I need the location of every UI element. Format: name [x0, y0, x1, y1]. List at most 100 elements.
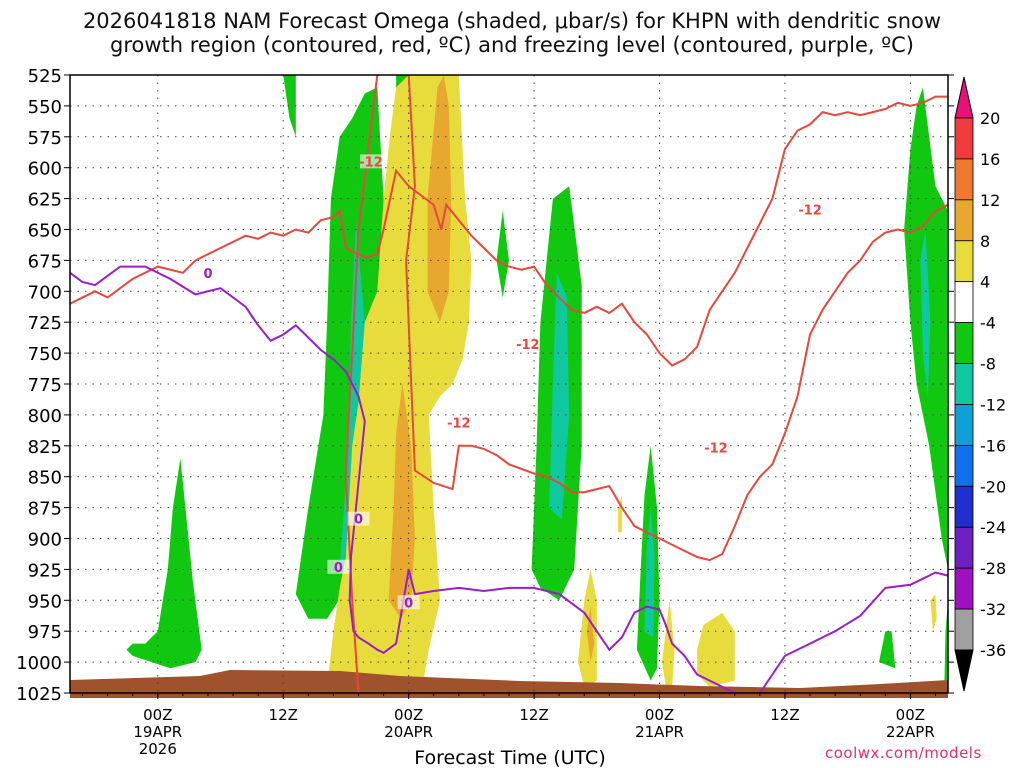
dgz-label-2-bg: [799, 202, 822, 217]
x-tick-label-30-0: 12Z: [519, 706, 548, 724]
y-tick-label-800: 800: [28, 406, 62, 427]
dgz-label-4: -12: [447, 416, 471, 431]
x-tick-label-10-0: 12Z: [269, 706, 298, 724]
colorbar-label--8: -8: [980, 355, 996, 374]
colorbar-label-4: 4: [980, 273, 990, 292]
freezing-level-contour-right: [759, 571, 949, 694]
omega-shade-5: [496, 211, 509, 298]
freezing-label-3-bg: [327, 559, 350, 574]
colorbar-label--32: -32: [980, 600, 1006, 619]
colorbar-swatch-1: [954, 117, 974, 160]
dgz-upper-contour: [69, 95, 948, 367]
omega-shade-7: [549, 272, 570, 520]
colorbar-label--36: -36: [980, 641, 1006, 660]
colorbar-label--12: -12: [980, 395, 1006, 414]
colorbar-swatch-11: [954, 526, 974, 569]
y-tick-label-750: 750: [28, 344, 62, 365]
y-tick-label-975: 975: [28, 622, 62, 643]
y-tick-label-925: 925: [28, 560, 62, 581]
colorbar-swatch-8: [954, 404, 974, 446]
omega-shade-12: [920, 229, 931, 397]
colorbar-label--20: -20: [980, 477, 1006, 496]
freezing-level-contour: [69, 265, 736, 694]
dgz-label-1: -12: [359, 155, 383, 170]
colorbar-label-16: 16: [980, 150, 1000, 169]
dgz-label-3-bg: [516, 336, 539, 351]
y-tick-label-875: 875: [28, 499, 62, 520]
omega-shade-20: [662, 600, 675, 687]
freezing-label-3: 0: [334, 561, 343, 576]
colorbar-swatch-9: [954, 444, 974, 487]
y-tick-label-1000: 1000: [16, 653, 62, 674]
y-tick-label-1025: 1025: [16, 684, 62, 705]
x-tick-label-0-1: 19APR: [133, 723, 182, 741]
dgz-label-2: -12: [798, 204, 822, 219]
colorbar-bottom-arrow: [954, 649, 974, 692]
x-tick-label-50-0: 12Z: [770, 706, 799, 724]
dgz-label-5: -12: [704, 442, 728, 457]
y-tick-label-600: 600: [28, 159, 62, 180]
x-tick-label-60-0: 00Z: [896, 706, 925, 724]
y-tick-label-850: 850: [28, 468, 62, 489]
colorbar-swatch-3: [954, 199, 974, 242]
y-tick-label-775: 775: [28, 375, 62, 396]
omega-shade-0: [126, 458, 202, 669]
chart-title-line1: 2026041818 NAM Forecast Omega (shaded, μ…: [82, 9, 942, 33]
omega-shade-10: [879, 631, 896, 669]
omega-shade-21: [697, 612, 735, 687]
freezing-label-2-bg: [347, 511, 370, 526]
colorbar-swatch-12: [954, 567, 974, 610]
colorbar-label--4: -4: [980, 314, 996, 333]
y-tick-label-550: 550: [28, 97, 62, 118]
x-tick-label-0-0: 00Z: [143, 706, 172, 724]
colorbar-label--24: -24: [980, 518, 1006, 537]
y-tick-label-675: 675: [28, 251, 62, 272]
x-axis-label: Forecast Time (UTC): [414, 747, 605, 768]
y-tick-label-625: 625: [28, 190, 62, 211]
chart-title-line2: growth region (contoured, red, ºC) and f…: [110, 33, 914, 57]
omega-shade-1: [283, 75, 296, 137]
y-tick-label-700: 700: [28, 282, 62, 303]
dgz-label-5-bg: [704, 440, 727, 455]
omega-shade-22: [930, 594, 937, 632]
colorbar-swatch-7: [954, 363, 974, 405]
omega-shade-9: [644, 507, 655, 638]
y-tick-label-725: 725: [28, 313, 62, 334]
x-tick-label-20-1: 20APR: [384, 723, 433, 741]
plot-frame: [69, 74, 949, 694]
dgz-lower-contour-left: [344, 74, 379, 694]
omega-shade-13: [944, 600, 948, 693]
dgz-lower-contour-main: [405, 74, 949, 562]
colorbar-swatch-5: [954, 281, 974, 324]
dgz-label-1-bg: [360, 154, 383, 169]
x-tick-label-0-2: 2026: [139, 740, 177, 758]
dgz-label-3: -12: [516, 338, 540, 353]
freezing-label-4-bg: [397, 595, 420, 610]
x-tick-label-60-1: 22APR: [886, 723, 935, 741]
colorbar-swatch-4: [954, 240, 974, 283]
colorbar-label--16: -16: [980, 436, 1006, 455]
freezing-label-4: 0: [404, 596, 413, 611]
y-tick-label-525: 525: [28, 66, 62, 87]
plot-area: -12 -12 -12 -12 -12 0 0 0 0: [69, 74, 949, 698]
colorbar-label-20: 20: [980, 109, 1000, 128]
y-tick-label-575: 575: [28, 128, 62, 149]
y-tick-label-650: 650: [28, 221, 62, 242]
colorbar-legend: 20 16 12 8 4 -4 -8 -12 -16 -20 -24 -28 -32 -36: [954, 76, 1006, 692]
freezing-label-1-bg: [196, 265, 219, 280]
source-credit: coolwx.com/models: [825, 744, 982, 762]
colorbar-swatch-13: [954, 608, 974, 651]
dgz-label-4-bg: [447, 415, 470, 430]
colorbar-label--28: -28: [980, 559, 1006, 578]
x-tick-label-40-0: 00Z: [645, 706, 674, 724]
colorbar-label-8: 8: [980, 232, 990, 251]
freezing-label-2: 0: [354, 513, 363, 528]
colorbar-label-12: 12: [980, 191, 1000, 210]
x-tick-label-20-0: 00Z: [394, 706, 423, 724]
x-tick-label-40-1: 21APR: [635, 723, 684, 741]
colorbar-swatch-6: [954, 322, 974, 364]
y-tick-label-950: 950: [28, 591, 62, 612]
freezing-label-1: 0: [203, 267, 212, 282]
y-tick-label-900: 900: [28, 530, 62, 551]
